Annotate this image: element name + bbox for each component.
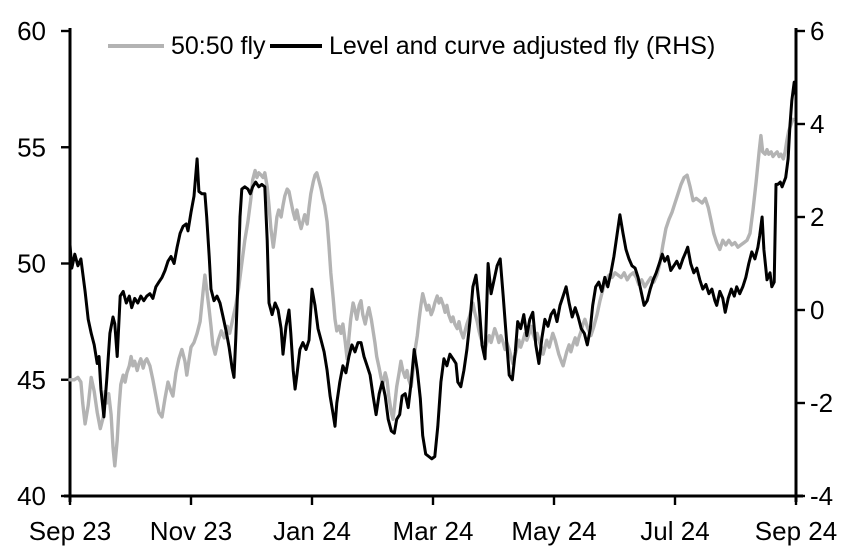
- x-axis-tick-label: Mar 24: [393, 516, 474, 546]
- x-axis-tick-label: Jan 24: [273, 516, 351, 546]
- left-axis-tick-label: 55: [17, 132, 46, 162]
- legend-line-swatch-black: [270, 44, 322, 48]
- series-line-5050-fly: [68, 117, 795, 468]
- legend-label-level-curve-adjusted-fly: Level and curve adjusted fly (RHS): [329, 32, 716, 60]
- right-axis-tick-label: 2: [810, 202, 824, 232]
- legend-item-level-curve-adjusted-fly: Level and curve adjusted fly (RHS): [270, 33, 715, 59]
- legend-item-5050-fly: 50:50 fly: [108, 33, 266, 59]
- right-axis-tick-label: -2: [810, 388, 833, 418]
- legend-label-5050-fly: 50:50 fly: [171, 32, 266, 60]
- left-axis-tick-label: 50: [17, 249, 46, 279]
- right-axis-tick-label: 4: [810, 109, 824, 139]
- x-axis-tick-label: May 24: [511, 516, 596, 546]
- left-axis-tick-label: 40: [17, 481, 46, 511]
- series-line-level-curve-adjusted-fly: [68, 80, 798, 461]
- right-axis-tick-label: -4: [810, 481, 833, 511]
- x-axis-tick-label: Nov 23: [150, 516, 232, 546]
- left-axis-tick-label: 45: [17, 365, 46, 395]
- x-axis-tick-label: Jul 24: [640, 516, 709, 546]
- legend-line-swatch-gray: [108, 44, 164, 48]
- right-axis-tick-label: 0: [810, 295, 824, 325]
- x-axis-tick-label: Sep 23: [29, 516, 111, 546]
- right-axis-tick-label: 6: [810, 16, 824, 46]
- left-axis-tick-label: 60: [17, 16, 46, 46]
- x-axis-tick-label: Sep 24: [755, 516, 837, 546]
